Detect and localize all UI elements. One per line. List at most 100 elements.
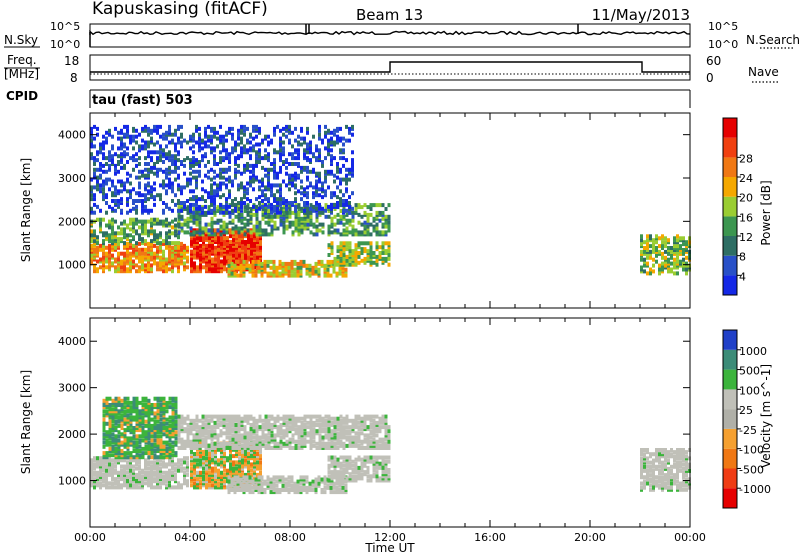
data-cell	[141, 227, 144, 232]
data-cell	[282, 443, 286, 448]
data-cell	[226, 472, 229, 477]
data-cell	[93, 197, 96, 202]
data-cell	[229, 466, 232, 471]
data-cell	[219, 210, 222, 215]
data-cell	[219, 171, 222, 176]
data-cell	[126, 202, 129, 207]
data-cell	[372, 216, 376, 221]
data-cell	[138, 169, 141, 174]
data-cell	[165, 152, 168, 157]
data-cell	[201, 433, 205, 438]
data-cell	[336, 185, 339, 190]
data-cell	[199, 470, 202, 475]
data-cell	[168, 479, 171, 484]
data-cell	[135, 245, 138, 250]
data-cell	[96, 132, 99, 137]
data-cell	[306, 169, 309, 174]
data-cell	[676, 271, 679, 276]
data-cell	[237, 203, 241, 208]
data-cell	[338, 477, 342, 482]
data-cell	[174, 462, 177, 467]
data-cell	[162, 249, 165, 254]
data-cell	[321, 427, 325, 432]
data-cell	[144, 193, 147, 198]
data-cell	[302, 479, 306, 484]
data-cell	[132, 259, 135, 264]
data-cell	[195, 206, 198, 211]
data-cell	[108, 150, 111, 155]
data-cell	[240, 443, 244, 448]
data-cell	[285, 134, 288, 139]
data-cell	[168, 241, 171, 246]
data-cell	[132, 485, 135, 490]
data-cell	[312, 431, 316, 436]
data-cell	[159, 481, 162, 486]
data-cell	[273, 433, 277, 438]
data-cell	[123, 464, 126, 469]
data-cell	[282, 414, 286, 419]
data-cell	[231, 226, 235, 231]
data-cell	[363, 425, 367, 430]
data-cell	[193, 460, 196, 465]
data-cell	[120, 483, 123, 488]
data-cell	[117, 202, 120, 207]
data-cell	[324, 124, 327, 129]
data-cell	[318, 187, 321, 192]
data-cell	[99, 142, 102, 147]
data-cell	[208, 483, 211, 488]
data-cell	[201, 414, 205, 419]
data-cell	[272, 477, 276, 482]
data-cell	[294, 429, 298, 434]
data-cell	[239, 488, 243, 492]
data-cell	[207, 169, 210, 174]
data-cell	[230, 479, 234, 484]
data-cell	[303, 201, 306, 205]
data-cell	[306, 210, 309, 215]
data-cell	[156, 128, 159, 133]
data-cell	[147, 181, 150, 186]
data-cell	[243, 441, 247, 446]
data-cell	[345, 187, 348, 192]
data-cell	[180, 214, 184, 219]
data-cell	[90, 458, 93, 463]
data-cell	[102, 475, 105, 479]
data-cell	[299, 490, 303, 495]
data-cell	[105, 265, 108, 270]
data-cell	[252, 439, 256, 444]
data-cell	[267, 429, 271, 434]
data-cell	[198, 216, 202, 221]
data-cell	[282, 431, 286, 436]
data-cell	[327, 214, 331, 219]
nsky-ytick-top: 10^5	[50, 20, 80, 33]
data-cell	[288, 224, 292, 229]
data-cell	[219, 420, 223, 425]
data-cell	[229, 234, 232, 239]
data-cell	[357, 420, 361, 425]
data-cell	[214, 477, 217, 482]
data-cell	[126, 475, 129, 479]
data-cell	[309, 214, 313, 219]
data-cell	[309, 203, 313, 208]
data-cell	[210, 195, 213, 200]
data-cell	[168, 477, 171, 482]
data-cell	[228, 446, 232, 450]
data-cell	[375, 230, 379, 235]
data-cell	[375, 429, 379, 434]
data-cell	[132, 206, 135, 211]
data-cell	[252, 173, 255, 178]
data-cell	[226, 249, 229, 254]
data-cell	[311, 479, 315, 484]
data-cell	[177, 464, 180, 469]
data-cell	[315, 431, 319, 436]
data-cell	[315, 183, 318, 188]
data-cell	[276, 201, 279, 205]
data-cell	[144, 162, 147, 166]
data-cell	[123, 475, 126, 479]
data-cell	[282, 126, 285, 131]
data-cell	[351, 124, 354, 129]
data-cell	[256, 452, 259, 456]
data-cell	[153, 237, 156, 242]
data-cell	[333, 140, 336, 145]
data-cell	[108, 485, 111, 490]
data-cell	[208, 243, 211, 248]
